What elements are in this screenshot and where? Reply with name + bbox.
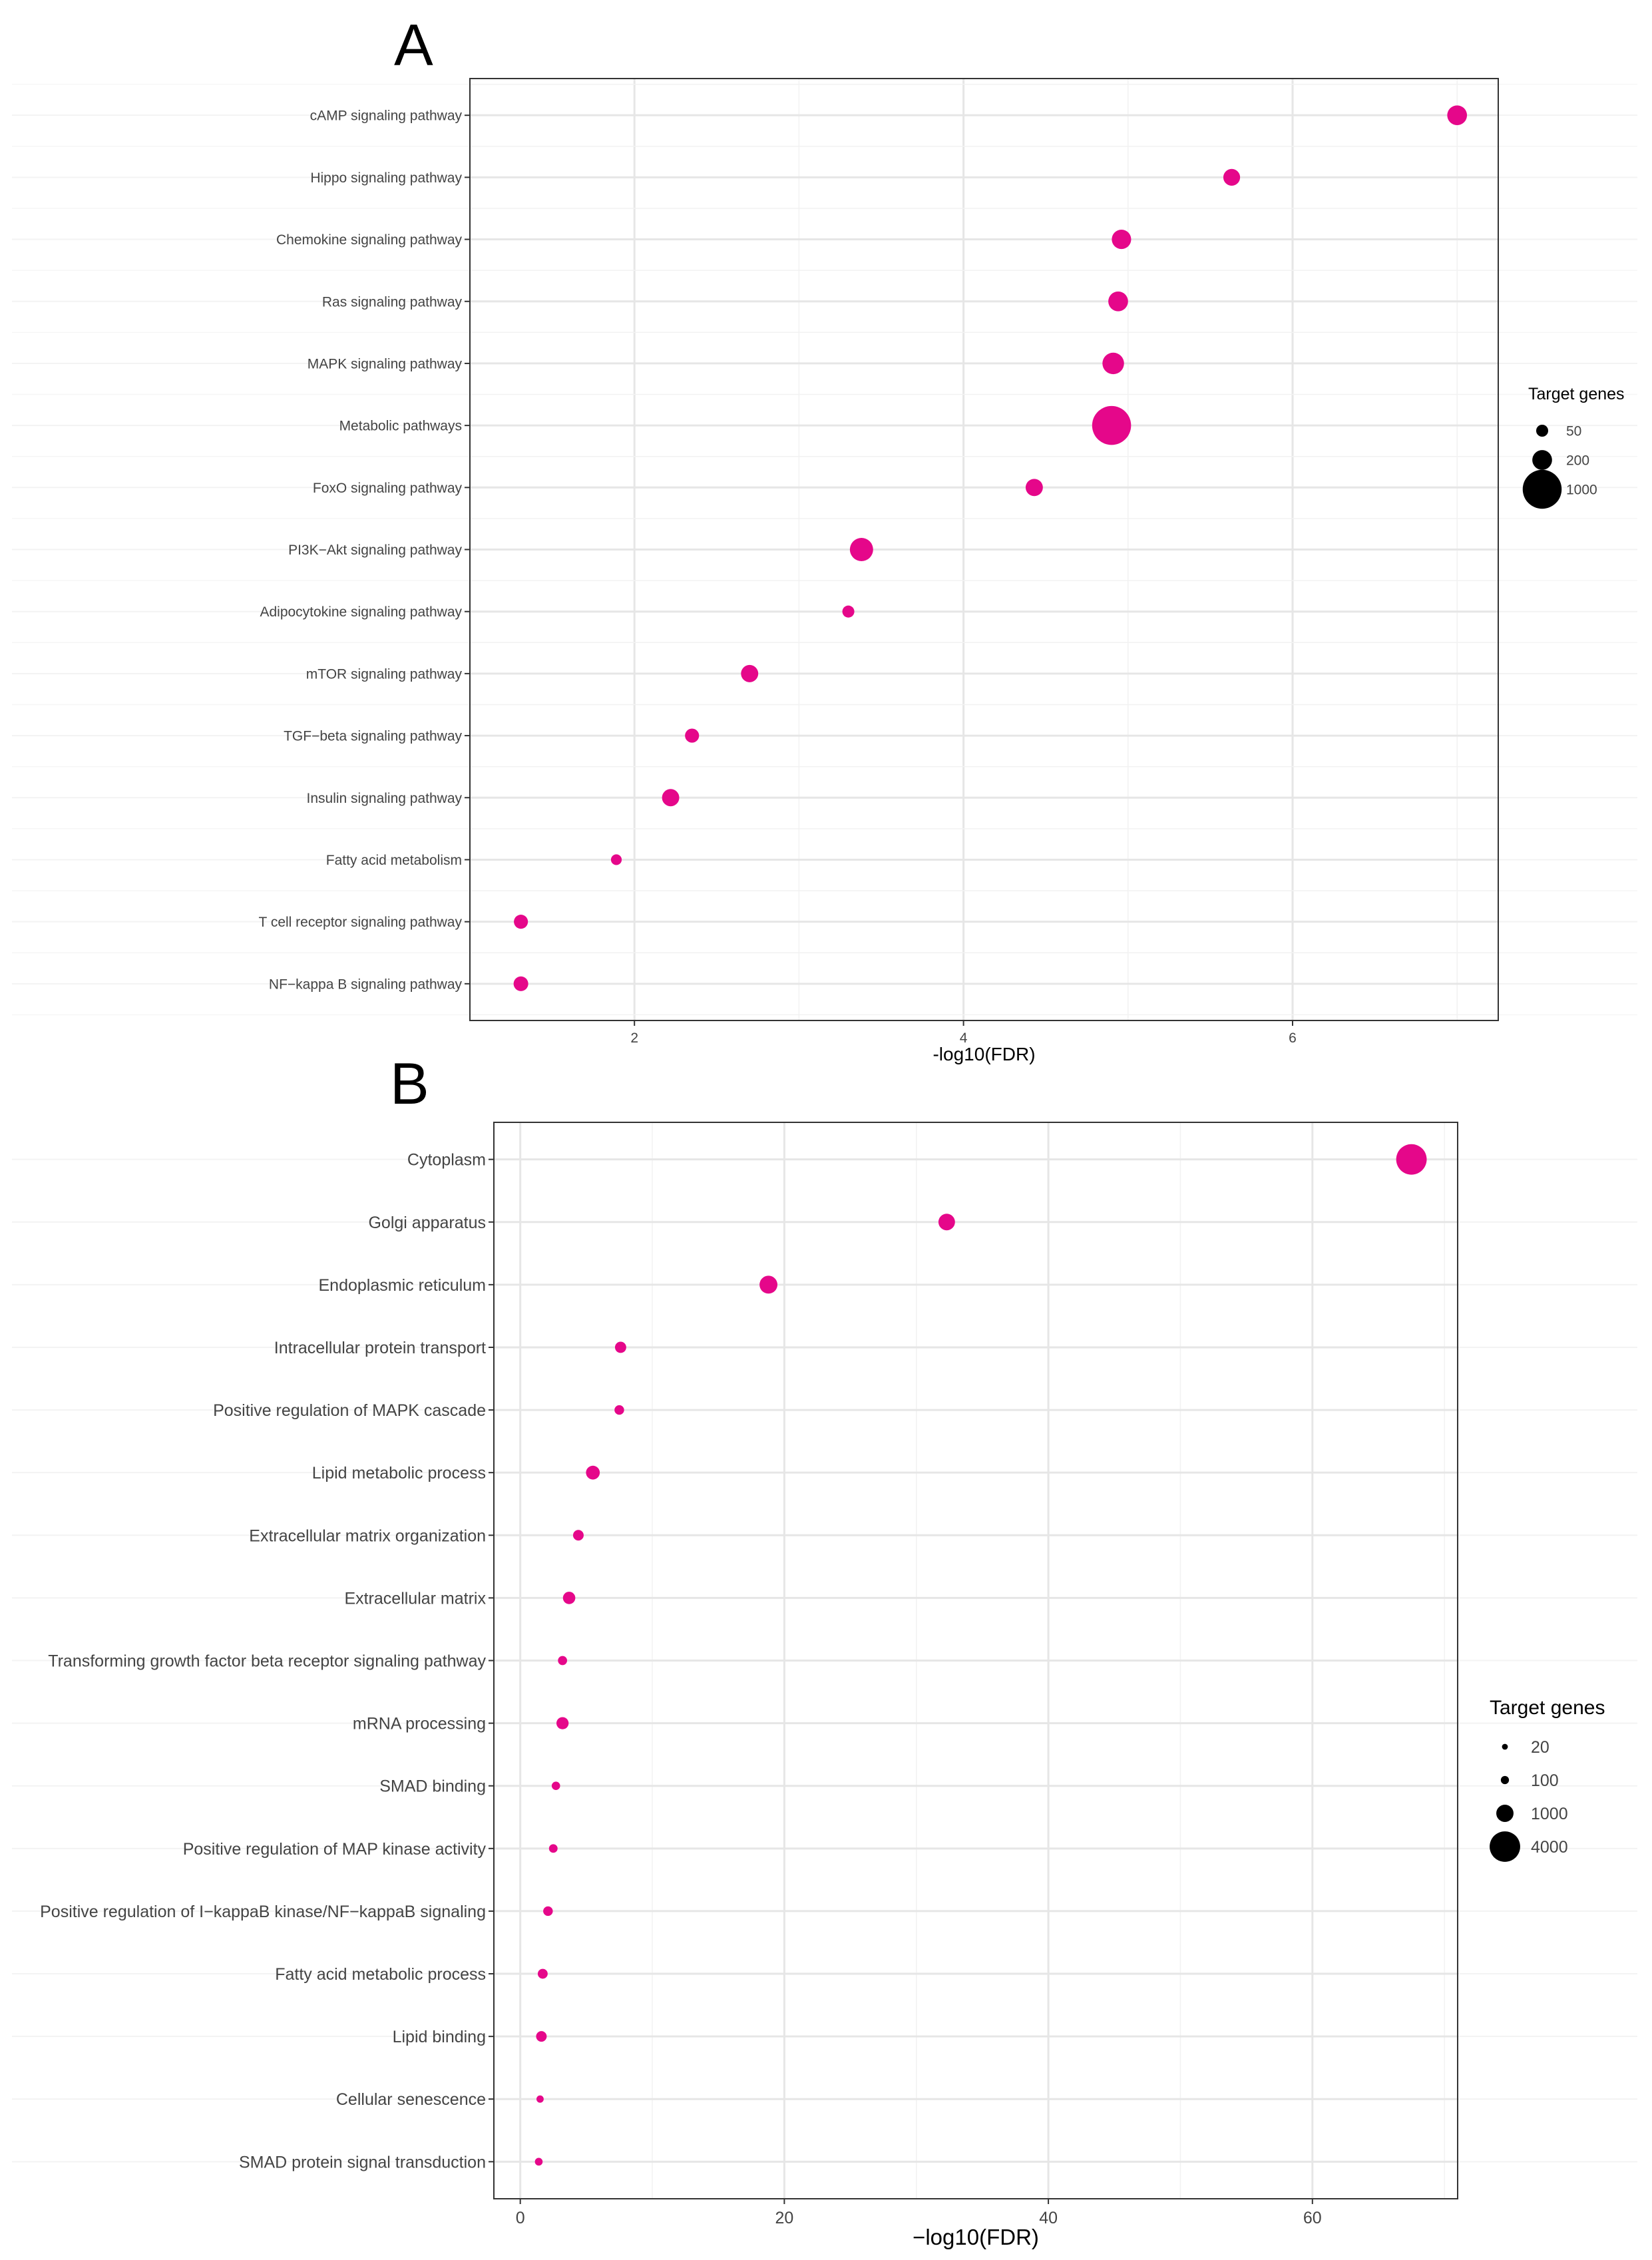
data-point [1396,1144,1427,1175]
y-tick-label: PI3K−Akt signaling pathway [288,543,462,558]
legend-key-dot [1500,1775,1510,1785]
x-tick-label: 20 [775,2209,793,2227]
data-point [1223,168,1241,186]
data-point [551,1781,560,1791]
legend-entry-label: 100 [1531,1771,1559,1790]
data-point [586,1465,600,1480]
y-tick-label: SMAD binding [379,1777,486,1796]
y-tick-label: Intracellular protein transport [274,1339,486,1357]
y-tick-label: mTOR signaling pathway [306,666,463,682]
legend-title: Target genes [1528,385,1625,403]
data-point [558,1656,568,1666]
data-point [1108,291,1128,312]
legend-key-dot [1496,1805,1514,1822]
legend-entry-label: 4000 [1531,1838,1568,1857]
y-tick-label: Insulin signaling pathway [307,791,463,806]
legend-entry-label: 50 [1566,424,1581,439]
data-point [759,1275,778,1294]
y-tick-label: Extracellular matrix organization [249,1526,486,1545]
data-point [562,1592,576,1604]
legend-entry-label: 1000 [1531,1805,1568,1823]
data-point [536,2095,544,2103]
y-tick-label: Lipid metabolic process [312,1464,486,1482]
y-tick-label: Endoplasmic reticulum [319,1276,487,1295]
y-tick-label: Fatty acid metabolic process [275,1965,486,1984]
y-tick-label: Cellular senescence [336,2090,486,2109]
data-point [1025,479,1043,497]
panel-b-chart: B Cytoplasm Golgi apparatus Endoplasmic ret… [12,1050,1637,2249]
legend-key-dot [1502,1743,1508,1750]
data-point [548,1844,558,1853]
panel-label-a: A [394,12,433,78]
data-point [556,1717,569,1729]
y-tick-label: TGF−beta signaling pathway [284,729,462,744]
y-tick-label: SMAD protein signal transduction [239,2153,486,2171]
x-axis-title: −log10(FDR) [913,2225,1039,2249]
legend-key-dot [1522,469,1562,509]
y-tick-label: mRNA processing [353,1715,486,1733]
data-point [614,1405,624,1415]
y-tick-label: Positive regulation of MAP kinase activi… [183,1840,487,1859]
y-tick-label: Positive regulation of MAPK cascade [213,1401,486,1420]
legend-entry-label: 20 [1531,1738,1549,1757]
data-point [938,1214,955,1231]
data-point [543,1906,553,1917]
y-tick-label: Cytoplasm [407,1151,486,1170]
data-point [514,915,528,929]
data-point [741,664,759,682]
data-point [1092,405,1132,445]
data-point [849,538,873,561]
y-tick-label: Extracellular matrix [344,1589,486,1608]
y-tick-label: Chemokine signaling pathway [276,232,462,248]
data-point [662,789,680,807]
y-tick-label: FoxO signaling pathway [313,481,463,496]
y-tick-label: Positive regulation of I−kappaB kinase/N… [40,1903,486,1921]
x-tick-label: 60 [1303,2209,1322,2227]
data-point [572,1530,584,1541]
legend-key-dot [1532,450,1552,470]
data-point [513,976,528,991]
panel-label-b: B [390,1050,429,1116]
y-tick-label: MAPK signaling pathway [308,356,463,371]
x-tick-label: 2 [630,1030,638,1046]
x-tick-label: 4 [960,1030,968,1046]
data-point [534,2157,543,2166]
x-tick-label: 6 [1289,1030,1297,1046]
data-point [614,1341,626,1353]
data-point [1112,230,1132,250]
x-axis-title: -log10(FDR) [932,1044,1035,1064]
data-point [685,728,700,743]
legend-title: Target genes [1490,1697,1605,1719]
x-tick-label: 40 [1039,2209,1058,2227]
y-tick-label: Lipid binding [393,2028,486,2046]
data-point [1447,105,1468,126]
legend-key-dot [1490,1831,1520,1862]
data-point [1102,352,1124,375]
y-tick-label: Ras signaling pathway [322,294,463,310]
legend-key-dot [1536,424,1549,437]
y-tick-label: NF−kappa B signaling pathway [269,977,463,992]
y-tick-label: Golgi apparatus [368,1214,486,1232]
legend-entry-label: 200 [1566,453,1589,469]
y-tick-label: Hippo signaling pathway [310,170,462,186]
y-tick-label: cAMP signaling pathway [310,109,463,124]
data-point [537,1968,548,1979]
y-tick-label: Fatty acid metabolism [326,853,462,868]
data-point [610,854,622,865]
y-tick-label: T cell receptor signaling pathway [259,915,463,930]
y-tick-label: Adipocytokine signaling pathway [260,604,462,620]
legend-entry-label: 1000 [1566,483,1597,498]
y-tick-label: Transforming growth factor beta receptor… [48,1652,486,1671]
x-tick-label: 0 [516,2209,525,2227]
data-point [536,2031,547,2042]
y-tick-label: Metabolic pathways [339,419,462,434]
data-point [842,605,855,618]
